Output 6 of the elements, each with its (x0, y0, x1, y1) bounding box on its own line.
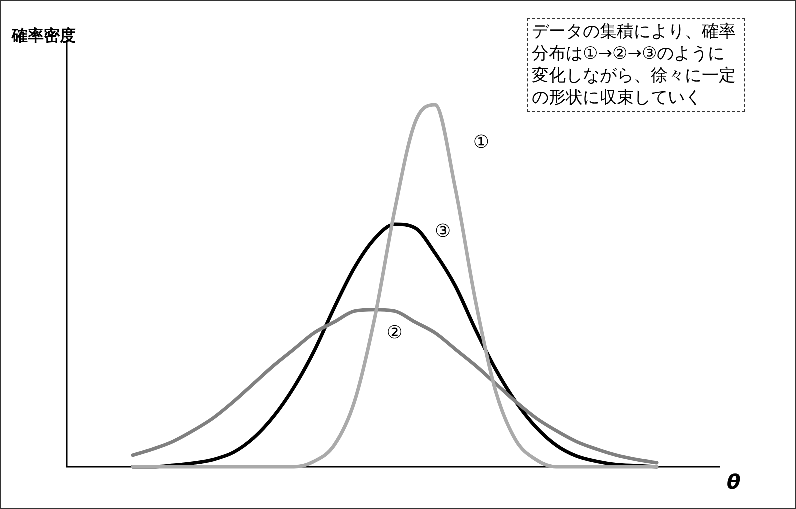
x-axis-title: θ (727, 470, 741, 494)
series-label: ③ (434, 221, 452, 242)
y-axis-title: 確率密度 (12, 26, 76, 47)
series-label: ① (473, 132, 490, 153)
annotation: データの集積により、確率分布は①→②→③のように変化しながら、徐々に一定の形状に収束していく (527, 18, 745, 112)
series-label: ② (386, 322, 403, 344)
